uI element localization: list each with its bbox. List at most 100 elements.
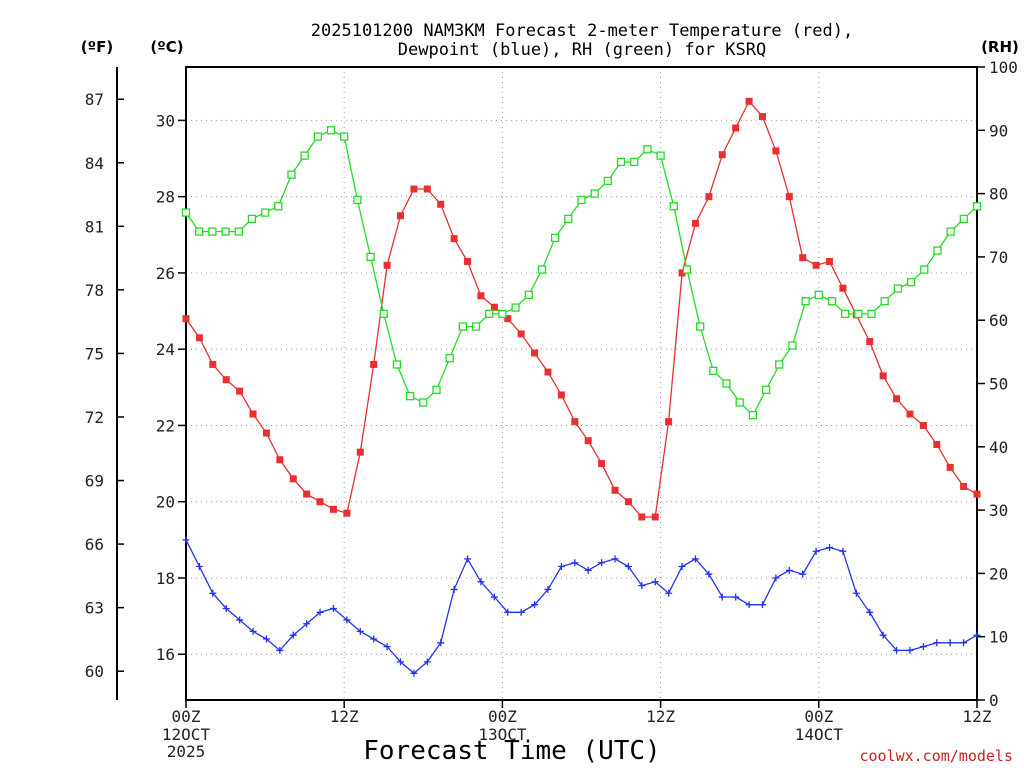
dewpoint-point [397, 658, 405, 666]
temperature-series [182, 97, 981, 521]
dewpoint-point [356, 627, 364, 635]
temperature-point [933, 441, 941, 449]
rh-tick-label: 0 [989, 691, 999, 710]
dewpoint-point [651, 578, 659, 586]
dewpoint-point [638, 582, 646, 590]
rh-point [511, 303, 520, 312]
dewpoint-point [316, 608, 324, 616]
dewpoint-point [195, 563, 203, 571]
temperature-point [464, 257, 472, 265]
rh-point [643, 145, 652, 154]
rh-point [603, 176, 613, 186]
chart-title-line-1: 2025101200 NAM3KM Forecast 2-meter Tempe… [311, 21, 853, 41]
celsius-tick-label: 28 [156, 188, 175, 207]
rh-point [498, 309, 507, 319]
x-tick-date-label: 13OCT [478, 725, 527, 744]
temperature-point [316, 498, 324, 506]
celsius-tick-label: 22 [156, 416, 175, 435]
temperature-point [893, 395, 901, 403]
temperature-point [397, 212, 405, 220]
rh-point [340, 132, 349, 141]
dewpoint-point [826, 543, 834, 551]
rh-point [300, 151, 309, 160]
rh-tick-label: 100 [989, 58, 1018, 77]
temperature-point [195, 334, 203, 342]
fahrenheit-tick-label: 60 [85, 662, 104, 681]
temperature-point [370, 360, 378, 368]
dewpoint-point [799, 570, 807, 578]
rh-point [247, 214, 257, 224]
rh-point [906, 278, 916, 287]
dewpoint-point [182, 536, 190, 544]
temperature-point [705, 193, 713, 201]
temperature-point [718, 151, 726, 159]
celsius-tick-label: 20 [156, 493, 175, 512]
fahrenheit-tick-label: 81 [85, 217, 104, 236]
temperature-point [678, 269, 686, 277]
rh-point [841, 309, 850, 319]
x-tick-label: 00Z [172, 707, 201, 726]
dewpoint-point [450, 585, 458, 593]
rh-tick-label: 60 [989, 311, 1008, 330]
rh-point [972, 202, 982, 211]
dewpoint-point [745, 601, 753, 609]
dewpoint-point [276, 646, 284, 654]
dewpoint-point [691, 555, 699, 563]
dewpoint-point [919, 643, 927, 651]
celsius-unit-label: (ºC) [150, 38, 183, 56]
temperature-point [182, 315, 190, 323]
rh-point [392, 360, 402, 369]
credit-link[interactable]: coolwx.com/models [859, 747, 1013, 765]
grid-lines [186, 67, 977, 700]
rh-point [234, 227, 243, 236]
temperature-point [772, 147, 780, 155]
temperature-point [383, 261, 391, 269]
temperature-point [450, 235, 458, 243]
temperature-point [919, 421, 927, 429]
temperature-point [651, 513, 659, 521]
dewpoint-point [852, 589, 860, 597]
x-tick-date-label: 14OCT [795, 725, 844, 744]
dewpoint-point [531, 601, 539, 609]
celsius-tick-label: 26 [156, 264, 175, 283]
axes: 60 63 66 69 72 75 78 81 84 87 16 18 20 22 24 26 28 30 0 10 2… [85, 58, 1018, 761]
dewpoint-point [329, 604, 337, 612]
dewpoint-point [839, 547, 847, 555]
rh-point [432, 385, 441, 394]
x-tick-date-label: 12OCT [162, 725, 211, 744]
dewpoint-point [303, 620, 311, 628]
rh-point [854, 309, 863, 319]
temperature-point [638, 513, 646, 521]
dewpoint-point [906, 646, 914, 654]
rh-point [274, 202, 283, 211]
x-tick-label: 12Z [330, 707, 359, 726]
rh-tick-label: 80 [989, 185, 1008, 204]
rh-point [379, 309, 388, 319]
celsius-tick-label: 16 [156, 645, 175, 664]
temperature-point [289, 475, 297, 483]
dewpoint-point [946, 639, 954, 647]
dewpoint-point [611, 555, 619, 563]
rh-point [761, 385, 771, 394]
rh-series [181, 126, 982, 420]
temperature-point [329, 505, 337, 513]
dewpoint-point [490, 593, 498, 601]
rh-point [893, 284, 903, 293]
rh-point [682, 265, 692, 274]
rh-point [959, 214, 968, 224]
dewpoint-point [598, 559, 606, 567]
dewpoint-point [262, 635, 270, 643]
rh-point [471, 322, 481, 331]
fahrenheit-tick-label: 72 [85, 408, 104, 427]
rh-point [630, 157, 639, 167]
fahrenheit-tick-label: 69 [85, 472, 104, 491]
dewpoint-point [383, 643, 391, 651]
dewpoint-point [423, 658, 431, 666]
temperature-point [423, 185, 431, 193]
dewpoint-point [718, 593, 726, 601]
temperature-point [785, 193, 793, 201]
rh-point [564, 214, 573, 224]
dewpoint-point [437, 639, 445, 647]
rh-tick-label: 70 [989, 248, 1008, 267]
